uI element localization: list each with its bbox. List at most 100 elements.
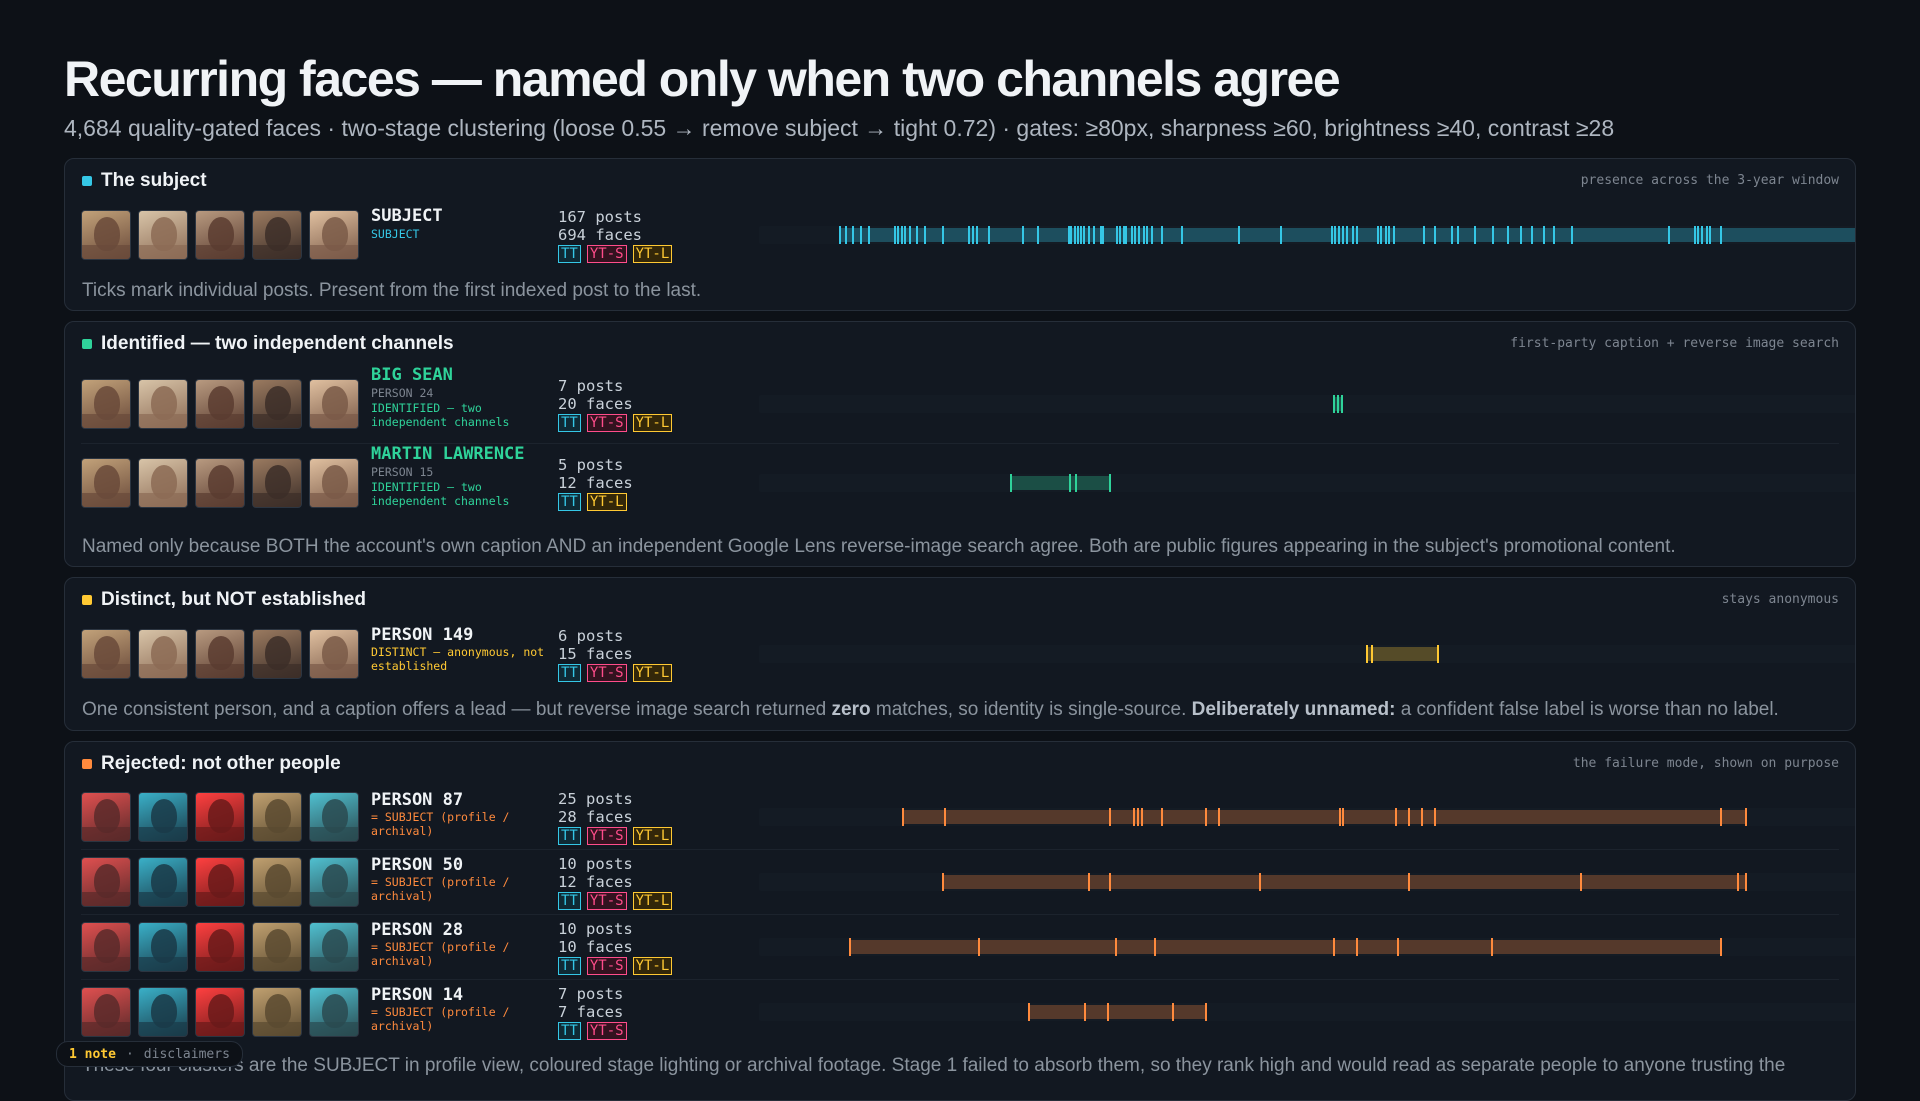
source-tags: TT YT-S YT-L: [558, 664, 673, 682]
presence-timeline: [759, 937, 1855, 956]
cluster-name-block: PERSON 14 = SUBJECT (profile / archival): [371, 986, 546, 1033]
rejected-panel-header: Rejected: not other people: [82, 752, 341, 776]
distinct-footer-pre: One consistent person, and a caption off…: [82, 699, 832, 720]
face-thumbnails: [81, 457, 359, 508]
face-thumbnail[interactable]: [309, 210, 359, 260]
shoulder-shape: [253, 956, 301, 971]
distinct-footer-mid: matches, so identity is single-source.: [870, 699, 1192, 720]
face-thumbnails: [81, 629, 359, 679]
face-thumbnail[interactable]: [138, 921, 188, 972]
presence-span: [902, 809, 1746, 824]
presence-timeline: [759, 807, 1855, 826]
source-tag-tt: TT: [558, 245, 581, 263]
face-thumbnail[interactable]: [309, 856, 359, 907]
face-thumbnail[interactable]: [252, 629, 302, 679]
shoulder-shape: [310, 956, 358, 971]
post-tick: [1693, 226, 1696, 244]
presence-timeline: [759, 872, 1855, 891]
post-tick: [1099, 226, 1102, 244]
post-tick: [1083, 1002, 1086, 1021]
face-thumbnail[interactable]: [309, 791, 359, 842]
identified-panel-note: first-party caption + reverse image sear…: [1510, 336, 1839, 351]
face-thumbnail[interactable]: [81, 791, 131, 842]
shoulder-shape: [253, 413, 301, 428]
face-thumbnail[interactable]: [195, 856, 245, 907]
post-tick: [844, 226, 847, 244]
post-tick: [1422, 226, 1425, 244]
subject-panel-header: The subject: [82, 169, 207, 193]
post-tick: [1130, 226, 1133, 244]
face-count: 10 faces: [558, 937, 633, 956]
face-thumbnail[interactable]: [138, 378, 188, 429]
cluster-name: PERSON 50: [371, 855, 464, 875]
distinct-footer-zero: zero: [831, 699, 871, 720]
face-thumbnail[interactable]: [81, 378, 131, 429]
face-thumbnail[interactable]: [195, 378, 245, 429]
face-thumbnail[interactable]: [81, 457, 131, 508]
post-tick: [1745, 872, 1748, 891]
cluster-row[interactable]: SUBJECT SUBJECT 167 posts 694 faces TT YT-S YT…: [81, 201, 1855, 269]
cluster-name-block: MARTIN LAWRENCE PERSON 15 IDENTIFIED — two…: [371, 445, 546, 508]
face-thumbnail[interactable]: [252, 378, 302, 429]
face-thumbnail[interactable]: [252, 986, 302, 1037]
notes-toast[interactable]: 1 note · disclaimers: [56, 1041, 243, 1067]
post-count: 25 posts: [558, 789, 633, 808]
cluster-row[interactable]: BIG SEAN PERSON 24 IDENTIFIED — two indepe…: [81, 364, 1855, 444]
cluster-stats: 10 posts 12 faces TT YT-S YT-L: [558, 855, 673, 910]
face-thumbnail[interactable]: [309, 629, 359, 679]
face-thumbnail[interactable]: [81, 629, 131, 679]
subject-panel-footer: Ticks mark individual posts. Present fro…: [82, 280, 702, 301]
cluster-row[interactable]: MARTIN LAWRENCE PERSON 15 IDENTIFIED — two…: [81, 443, 1855, 522]
face-thumbnail[interactable]: [252, 457, 302, 508]
face-thumbnail[interactable]: [195, 791, 245, 842]
face-thumbnail[interactable]: [195, 629, 245, 679]
post-tick: [1708, 226, 1711, 244]
face-thumbnail[interactable]: [195, 457, 245, 508]
face-thumbnail[interactable]: [309, 921, 359, 972]
face-thumbnail[interactable]: [309, 986, 359, 1037]
face-thumbnail[interactable]: [138, 457, 188, 508]
shoulder-shape: [139, 956, 187, 971]
post-tick: [1474, 226, 1476, 244]
cluster-stats: 10 posts 10 faces TT YT-S YT-L: [558, 920, 673, 975]
post-tick: [1069, 473, 1072, 492]
face-thumbnail[interactable]: [81, 856, 131, 907]
face-thumbnail[interactable]: [138, 210, 188, 260]
face-thumbnail[interactable]: [195, 210, 245, 260]
face-thumbnail[interactable]: [252, 791, 302, 842]
face-thumbnail[interactable]: [195, 921, 245, 972]
cluster-row[interactable]: PERSON 149 DISTINCT — anonymous, not esta…: [81, 620, 1855, 688]
source-tag-yts: YT-S: [586, 891, 627, 910]
face-thumbnail[interactable]: [81, 210, 131, 260]
face-thumbnail[interactable]: [138, 629, 188, 679]
post-tick: [1074, 473, 1077, 492]
face-thumbnail[interactable]: [309, 457, 359, 508]
cluster-row[interactable]: PERSON 14 = SUBJECT (profile / archival) 7…: [81, 979, 1855, 1044]
source-tag-yts: YT-S: [586, 664, 627, 682]
face-count: 28 faces: [558, 807, 633, 826]
shoulder-shape: [139, 664, 187, 678]
cluster-name: PERSON 149: [371, 625, 474, 645]
face-thumbnail[interactable]: [252, 856, 302, 907]
cluster-row[interactable]: PERSON 28 = SUBJECT (profile / archival) 1…: [81, 914, 1855, 980]
face-thumbnail[interactable]: [138, 856, 188, 907]
face-thumbnail[interactable]: [252, 921, 302, 972]
cluster-name: PERSON 28: [371, 920, 464, 940]
face-thumbnail[interactable]: [138, 791, 188, 842]
cluster-row[interactable]: PERSON 87 = SUBJECT (profile / archival) 2…: [81, 784, 1855, 850]
cluster-stats: 7 posts 20 faces TT YT-S YT-L: [558, 377, 673, 432]
distinct-panel-header: Distinct, but NOT established: [82, 588, 366, 612]
face-thumbnail[interactable]: [252, 210, 302, 260]
post-tick: [908, 226, 911, 244]
face-thumbnail[interactable]: [81, 921, 131, 972]
face-thumbnail[interactable]: [309, 378, 359, 429]
source-tags: TT YT-S YT-L: [558, 413, 673, 432]
cluster-name-block: PERSON 50 = SUBJECT (profile / archival): [371, 856, 546, 903]
face-thumbnail[interactable]: [195, 986, 245, 1037]
face-thumbnail[interactable]: [138, 986, 188, 1037]
face-thumbnail[interactable]: [81, 986, 131, 1037]
cluster-row[interactable]: PERSON 50 = SUBJECT (profile / archival) 1…: [81, 849, 1855, 915]
post-tick: [1115, 226, 1118, 244]
post-tick: [1376, 226, 1379, 244]
post-tick: [1456, 226, 1459, 244]
